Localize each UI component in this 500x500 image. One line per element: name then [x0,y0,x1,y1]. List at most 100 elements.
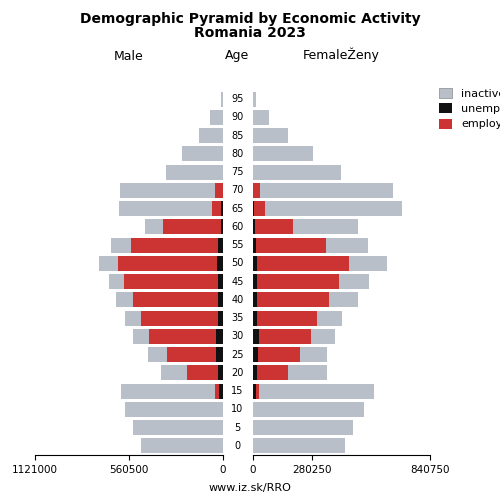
Bar [98,256,222,271]
Bar [252,384,256,398]
Text: 60: 60 [232,222,243,232]
Text: 30: 30 [232,332,243,342]
Bar [252,201,265,216]
Bar [149,329,222,344]
Bar [118,256,222,271]
Bar [111,238,222,252]
Bar [126,310,222,326]
Bar [218,274,222,289]
Bar [252,183,392,198]
Bar [252,310,342,326]
Bar [252,292,257,308]
Text: 75: 75 [231,167,244,177]
Bar [132,292,222,308]
Text: 10: 10 [232,404,243,414]
Text: 0: 0 [234,441,240,451]
Text: 40: 40 [232,295,243,305]
Bar [216,347,222,362]
Bar [218,238,222,252]
Bar [252,366,257,380]
Bar [141,310,222,326]
Bar [221,201,222,216]
Bar [252,366,288,380]
Bar [217,256,222,271]
Bar [163,220,222,234]
Bar [218,292,222,308]
Bar [252,220,358,234]
Text: www.iz.sk/RRO: www.iz.sk/RRO [208,482,292,492]
Text: 25: 25 [231,350,244,360]
Bar [252,256,257,271]
Bar [121,384,222,398]
Text: 95: 95 [232,94,243,104]
Text: 55: 55 [231,240,244,250]
Bar [216,183,222,198]
Text: 85: 85 [232,130,243,140]
Bar [252,366,327,380]
Bar [200,128,222,143]
Bar [252,329,259,344]
Bar [252,164,340,180]
Bar [252,292,358,308]
Bar [118,201,222,216]
Bar [252,183,260,198]
Bar [252,201,254,216]
Text: Age: Age [226,50,250,62]
Bar [221,220,222,234]
Bar [252,256,349,271]
Bar [252,256,386,271]
Bar [167,347,222,362]
Bar [252,238,368,252]
Bar [124,402,222,417]
Text: 15: 15 [232,386,243,396]
Bar [252,329,311,344]
Text: 70: 70 [232,186,243,196]
Bar [144,220,222,234]
Bar [252,274,339,289]
Bar [252,238,326,252]
Bar [221,92,222,106]
Bar [187,366,222,380]
Bar [252,110,269,125]
Bar [210,110,222,125]
Bar [252,238,256,252]
Text: 20: 20 [232,368,243,378]
Bar [252,128,288,143]
Bar [218,310,222,326]
Bar [218,366,222,380]
Bar [120,183,222,198]
Bar [252,384,374,398]
Bar [252,274,257,289]
Text: 80: 80 [232,149,243,159]
Bar [252,201,402,216]
Text: FemaleŽeny: FemaleŽeny [303,48,380,62]
Bar [140,438,222,454]
Bar [252,92,256,106]
Bar [252,329,336,344]
Bar [109,274,222,289]
Bar [252,384,260,398]
Bar [132,329,222,344]
Bar [252,310,257,326]
Bar [252,274,368,289]
Bar [252,438,346,454]
Text: 45: 45 [232,276,243,286]
Text: Demographic Pyramid by Economic Activity: Demographic Pyramid by Economic Activity [80,12,420,26]
Bar [131,238,222,252]
Bar [148,347,222,362]
Bar [252,347,258,362]
Text: 65: 65 [232,204,243,214]
Text: 5: 5 [234,422,240,432]
Text: Romania 2023: Romania 2023 [194,26,306,40]
Bar [252,146,314,162]
Bar [252,420,354,435]
Bar [252,220,294,234]
Bar [161,366,222,380]
Bar [133,420,222,435]
Bar [216,384,222,398]
Bar [212,201,222,216]
Bar [220,384,222,398]
Bar [116,292,222,308]
Bar [252,347,326,362]
Bar [252,220,255,234]
